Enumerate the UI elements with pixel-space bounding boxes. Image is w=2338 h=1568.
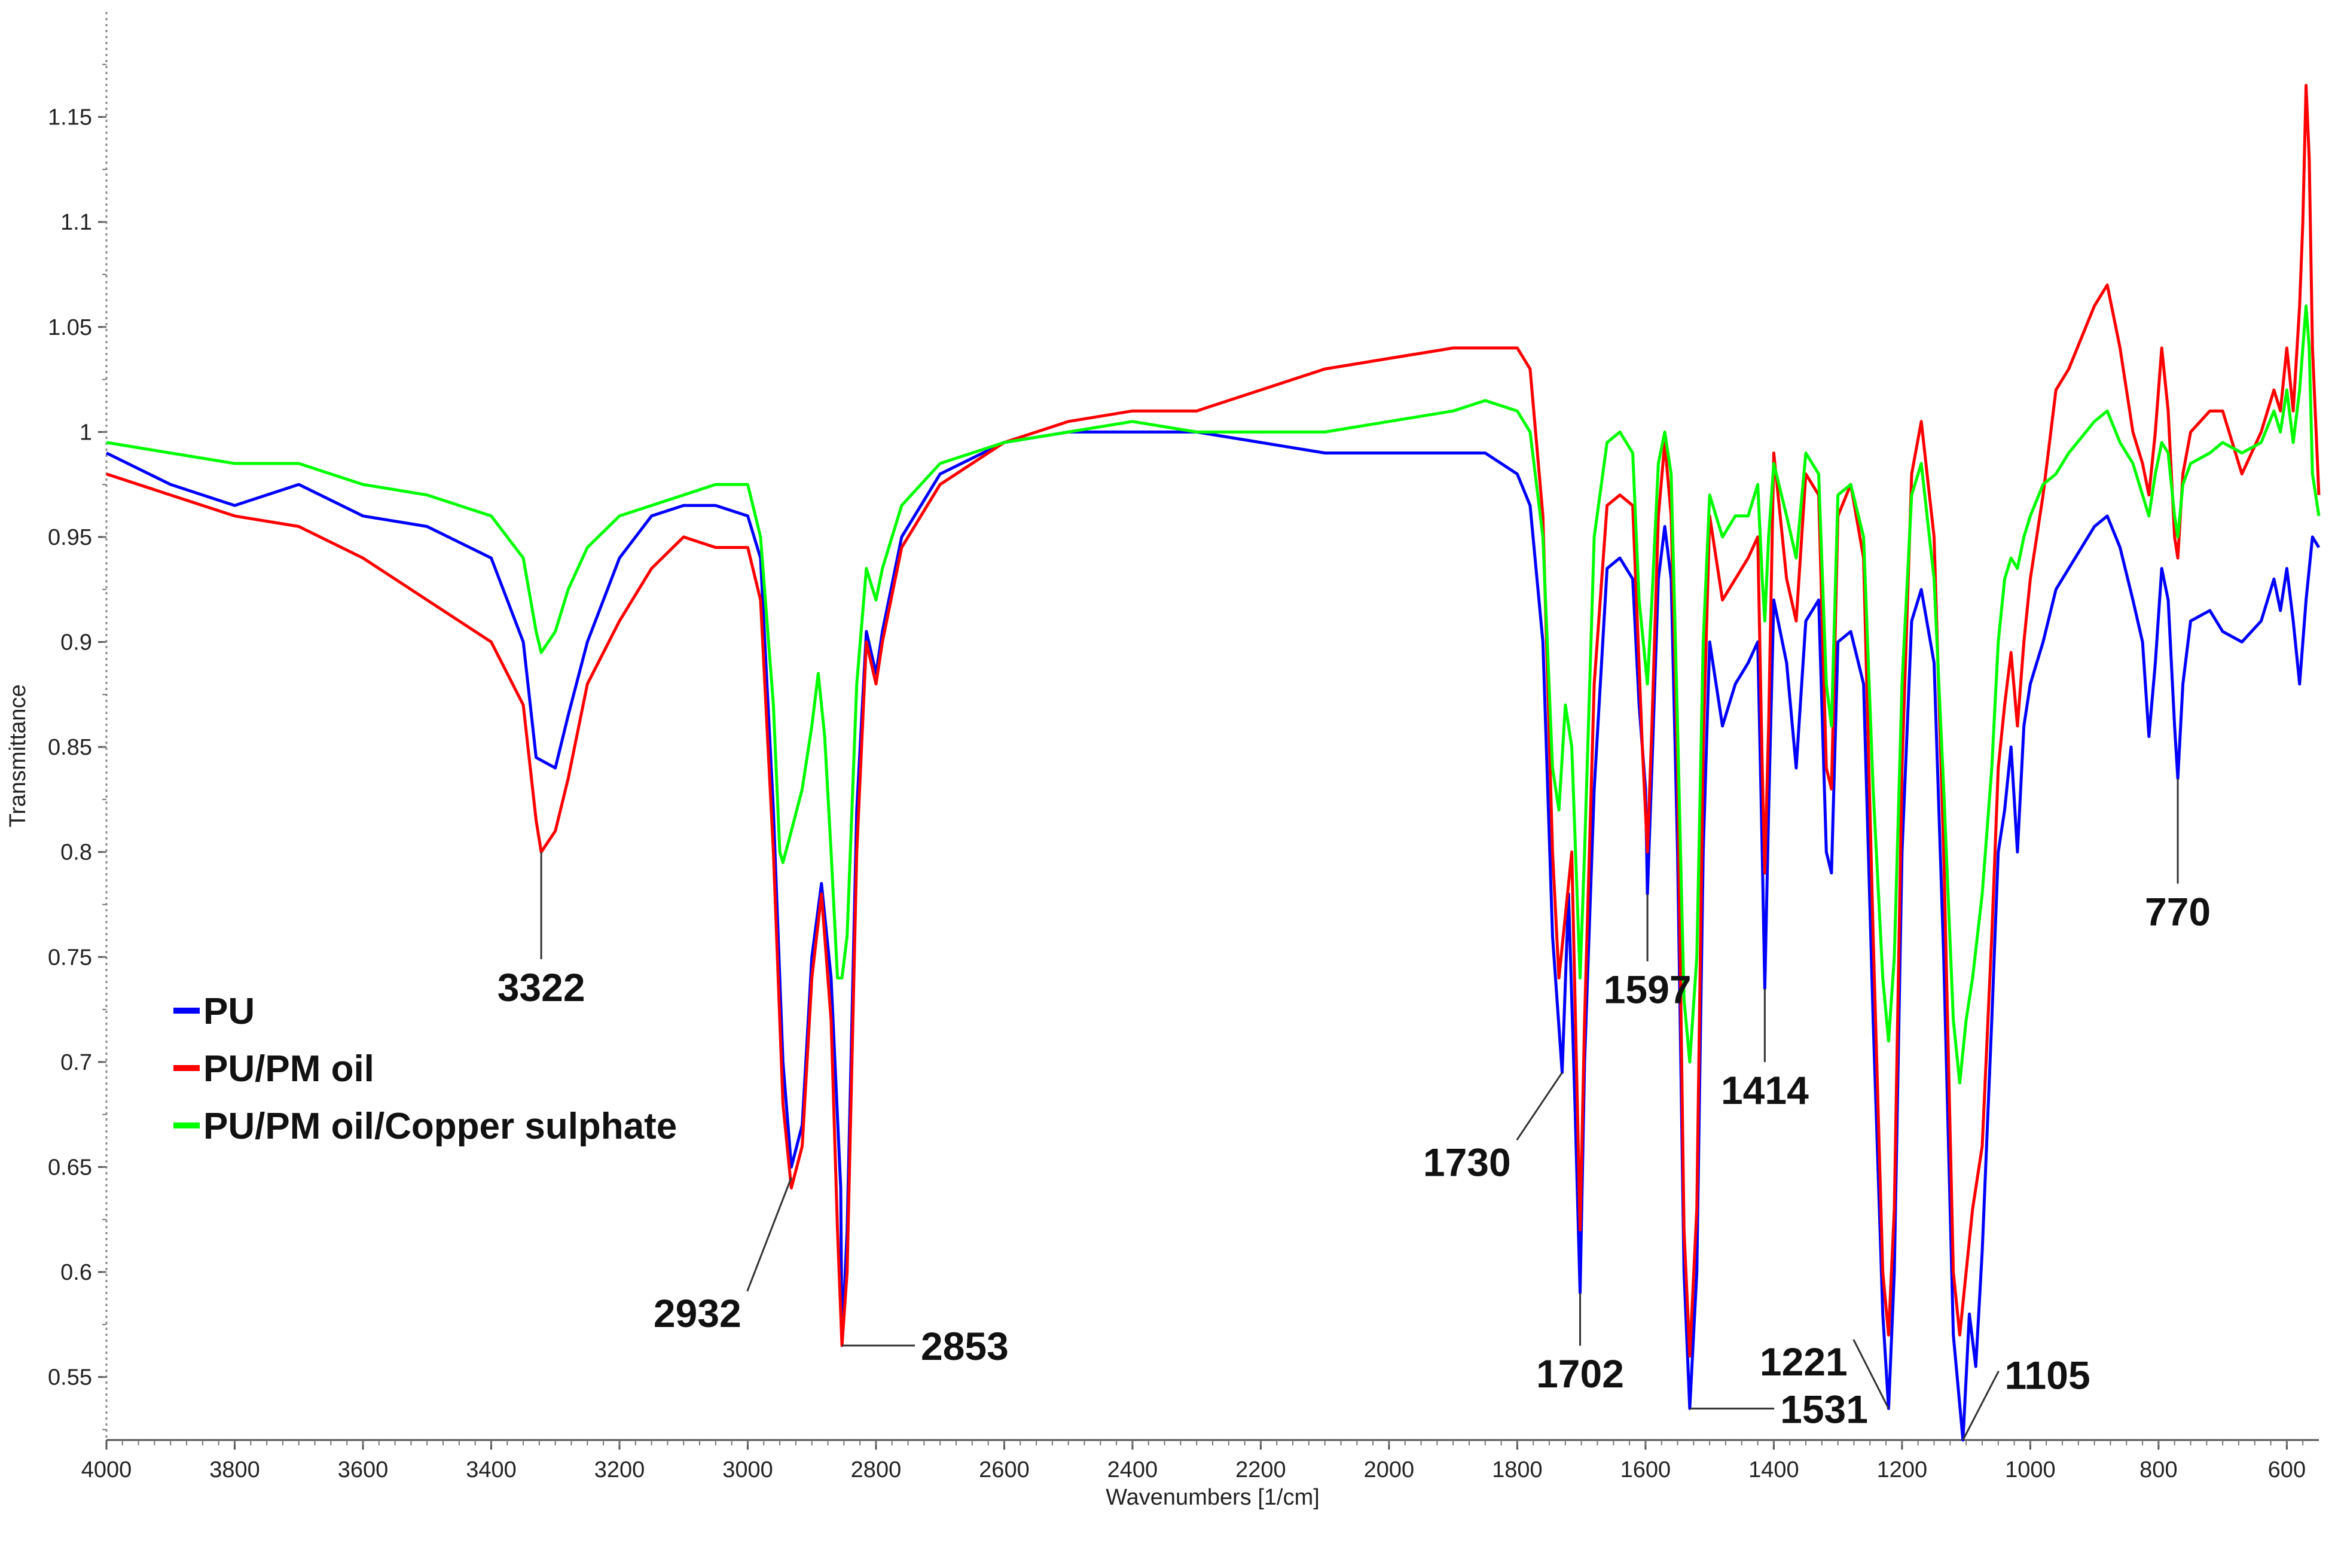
y-tick-label: 0.6 [60,1260,92,1285]
x-tick-label: 3000 [722,1457,773,1482]
y-tick-label: 0.85 [48,735,92,760]
y-tick-label: 0.55 [48,1365,92,1390]
x-tick-label: 3800 [209,1457,260,1482]
y-tick-label: 0.65 [48,1155,92,1180]
annotation-leader [1516,1072,1563,1141]
y-axis-title: Transmittance [5,684,30,827]
annotation-leader [746,1177,792,1292]
x-tick-label: 2800 [851,1457,902,1482]
y-tick-label: 1.15 [48,105,92,130]
x-tick-label: 1200 [1877,1457,1928,1482]
series-line-pu-pm-oil-copper-sulphate [106,304,2321,1085]
x-tick-label: 3400 [466,1457,517,1482]
x-tick-label: 4000 [81,1457,132,1482]
y-tick-label: 0.8 [60,840,92,865]
peak-annotations: 3322 2932 2853 1730 1702 1597 1531 1414 1221 1105… [497,778,2211,1441]
annotation-label: 1221 [1760,1340,1848,1384]
annotation-label: 1730 [1423,1140,1511,1184]
series-layer [105,84,2321,1442]
annotation-label: 1105 [2004,1353,2090,1398]
annotation-label: 1531 [1780,1387,1868,1431]
annotation-leader [1962,1370,2000,1441]
x-tick-label: 2600 [979,1457,1030,1482]
annotation-label: 2932 [654,1291,741,1335]
annotation-label: 1597 [1604,968,1692,1012]
x-tick-label: 2200 [1235,1457,1286,1482]
annotation-leader [1852,1339,1890,1410]
x-tick-label: 2400 [1107,1457,1158,1482]
y-tick-label: 0.95 [48,525,92,550]
y-tick-label: 1.05 [48,315,92,340]
x-axis-title: Wavenumbers [1/cm] [1106,1485,1320,1510]
annotation-label: 1414 [1721,1068,1809,1112]
y-tick-label: 0.7 [60,1050,92,1075]
annotation-label: 770 [2145,890,2211,934]
x-tick-label: 800 [2139,1457,2177,1482]
x-tick-label: 1400 [1748,1457,1799,1482]
legend: PU PU/PM oil PU/PM oil/Copper sulphate [173,991,677,1147]
y-tick-label: 0.9 [60,630,92,655]
y-tick-label: 0.75 [48,945,92,970]
x-tick-label: 2000 [1364,1457,1415,1482]
annotation-label: 3322 [497,965,585,1009]
x-tick-label: 600 [2268,1457,2306,1482]
axes: 0.55 0.6 0.65 0.7 0.75 0.8 0.85 0.9 0.95 1 1.05 1.1… [48,12,2319,1482]
y-tick-label: 1.1 [60,210,92,235]
annotation-label: 2853 [921,1324,1009,1368]
x-tick-label: 3200 [594,1457,645,1482]
annotation-label: 1702 [1536,1352,1624,1396]
legend-label-pu: PU [203,991,255,1032]
y-tick-label: 1 [80,420,92,445]
x-tick-label: 1800 [1492,1457,1543,1482]
x-tick-label: 1600 [1620,1457,1671,1482]
legend-label-pu-pm-oil: PU/PM oil [203,1048,374,1090]
legend-label-pu-pm-oil-copper-sulphate: PU/PM oil/Copper sulphate [203,1106,677,1147]
x-tick-label: 1000 [2005,1457,2056,1482]
x-tick-label: 3600 [338,1457,389,1482]
